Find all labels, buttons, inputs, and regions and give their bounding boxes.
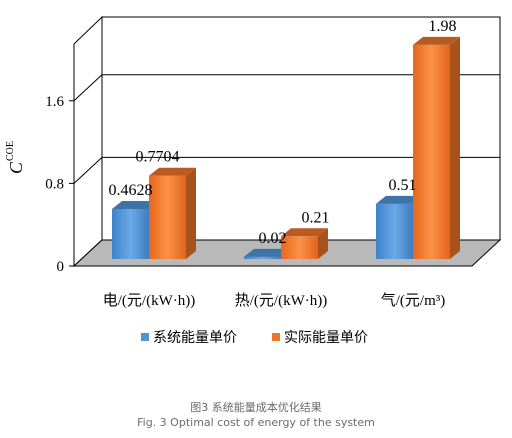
bar-top [413, 36, 460, 45]
bar-top [244, 248, 291, 257]
bar-top [281, 228, 328, 237]
legend-label-series-1: 系统能量单价 [153, 330, 237, 346]
y-tick-label: 0.8 [45, 176, 64, 192]
y-axis-title-main: C [6, 161, 26, 174]
bar-front [281, 236, 318, 259]
gridline-side [73, 74, 103, 102]
x-tick-label: 气/(元/m³) [381, 292, 446, 309]
bar-front [244, 256, 281, 259]
legend-swatch-series-1 [141, 333, 149, 341]
x-axis-category-labels: 电/(元/(kW·h)) 热/(元/(kW·h)) 气/(元/m³) [103, 292, 445, 309]
x-tick-label: 电/(元/(kW·h)) [103, 292, 195, 309]
data-label: 0.21 [302, 209, 330, 226]
bar-side [186, 167, 196, 259]
bar-front [112, 208, 149, 259]
bar-side [318, 228, 328, 259]
bar [281, 228, 328, 259]
y-tick-label: 0 [57, 259, 65, 275]
data-label: 0.7704 [136, 149, 180, 166]
x-tick-label: 热/(元/(kW·h)) [235, 292, 327, 309]
bar-top [112, 200, 159, 209]
data-labels: 0.4628 0.7704 0.02 0.21 0.51 1.98 [109, 18, 457, 247]
data-label: 1.98 [429, 18, 457, 35]
bar-top [376, 195, 423, 204]
figure-caption-english: Fig. 3 Optimal cost of energy of the sys… [137, 416, 375, 429]
data-label: 0.51 [389, 177, 417, 194]
bar-top [149, 167, 196, 176]
figure-caption-chinese: 图3 系统能量成本优化结果 [190, 401, 322, 414]
y-axis-title: C COE [5, 141, 26, 174]
bar-front [413, 44, 450, 259]
bar [149, 167, 196, 259]
gridline-side [73, 157, 103, 184]
bar-front [149, 175, 186, 259]
legend-label-series-2: 实际能量单价 [284, 330, 368, 346]
bar [413, 36, 460, 259]
legend-swatch-series-2 [272, 333, 280, 341]
side-wall [73, 15, 103, 268]
legend: 系统能量单价 实际能量单价 [141, 330, 368, 346]
data-label: 0.4628 [109, 182, 153, 199]
bar-side [450, 36, 460, 259]
y-axis-ticks: 0 0.8 1.6 [45, 94, 74, 275]
bar-front [376, 203, 413, 259]
data-label: 0.02 [259, 230, 287, 247]
y-tick-label: 1.6 [45, 94, 64, 110]
bar-series [112, 36, 460, 259]
y-axis-title-superscript: COE [5, 141, 16, 161]
